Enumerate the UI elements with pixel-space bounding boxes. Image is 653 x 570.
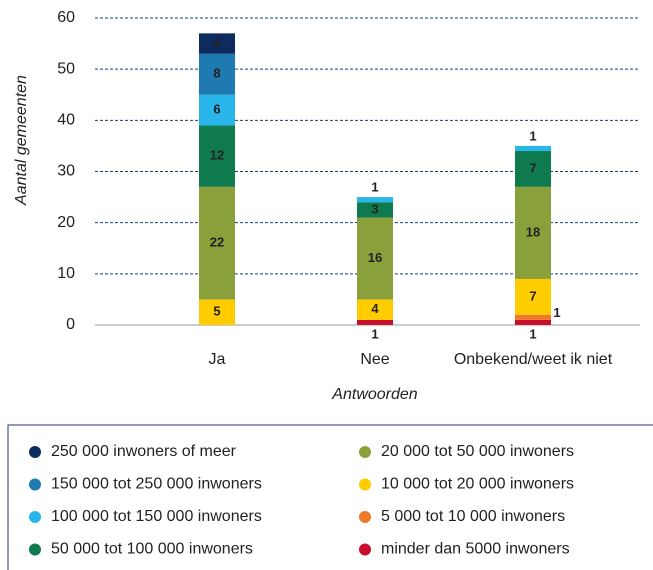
legend-label: 5 000 tot 10 000 inwoners	[381, 508, 565, 525]
y-tick-label: 0	[66, 316, 75, 333]
data-label: 1	[371, 180, 378, 195]
data-label: 16	[368, 250, 382, 265]
legend-marker	[359, 446, 371, 458]
data-label: 4	[213, 35, 221, 50]
data-label: 7	[529, 288, 536, 303]
legend-label: 100 000 tot 150 000 inwoners	[51, 508, 262, 525]
bar-segment	[515, 319, 551, 325]
legend-label: 150 000 tot 250 000 inwoners	[51, 476, 262, 493]
data-label: 5	[213, 304, 220, 319]
bar-segment	[199, 125, 235, 187]
y-axis-label: Aantal gemeenten	[13, 75, 30, 206]
bar-segment	[199, 94, 235, 126]
y-tick-label: 40	[57, 112, 75, 129]
legend-marker	[29, 543, 41, 556]
data-label: 18	[526, 224, 540, 239]
bar-segment	[199, 299, 235, 325]
y-tick-label: 10	[57, 265, 75, 282]
data-label: 4	[371, 301, 379, 316]
data-label: 22	[210, 235, 224, 250]
bar-segment	[357, 202, 393, 218]
bar-segment	[357, 217, 393, 300]
legend-marker	[29, 511, 41, 523]
data-label: 7	[529, 160, 536, 175]
bar-segment	[515, 278, 551, 315]
x-axis-label: Antwoorden	[331, 386, 417, 403]
x-tick-label: Ja	[209, 351, 226, 368]
x-tick-label: Onbekend/weet ik niet	[454, 351, 613, 368]
data-label: 1	[529, 326, 536, 341]
bar-segment	[199, 186, 235, 300]
legend-label: 250 000 inwoners of meer	[51, 443, 237, 460]
legend-label: minder dan 5000 inwoners	[381, 541, 570, 558]
legend-marker	[29, 478, 41, 491]
legend-label: 10 000 tot 20 000 inwoners	[381, 476, 574, 493]
legend-box	[7, 424, 653, 570]
data-label: 8	[213, 66, 220, 81]
data-label: 6	[213, 102, 220, 117]
legend-marker	[359, 478, 371, 491]
bar-segment	[357, 319, 393, 325]
bar-segment	[357, 197, 393, 203]
y-tick-label: 30	[57, 163, 75, 180]
bar-segment	[357, 299, 393, 320]
data-label: 1	[371, 326, 378, 341]
data-label: 1	[553, 305, 560, 320]
legend-label: 50 000 tot 100 000 inwoners	[51, 541, 253, 558]
legend-marker	[29, 446, 41, 458]
data-label: 12	[210, 148, 224, 163]
bar-segment	[515, 151, 551, 187]
y-tick-label: 20	[57, 214, 75, 231]
bar-segment	[515, 145, 551, 152]
bar-segment	[199, 33, 235, 54]
legend-marker	[359, 511, 371, 523]
bar-segment	[515, 314, 551, 320]
data-label: 3	[371, 201, 378, 216]
legend-label: 20 000 tot 50 000 inwoners	[381, 443, 574, 460]
y-tick-label: 60	[57, 9, 75, 26]
bar-segment	[199, 53, 235, 95]
y-tick-label: 50	[57, 60, 75, 77]
x-tick-label: Nee	[360, 351, 389, 368]
legend-marker	[359, 543, 371, 556]
data-label: 1	[529, 128, 536, 143]
bar-segment	[515, 186, 551, 279]
